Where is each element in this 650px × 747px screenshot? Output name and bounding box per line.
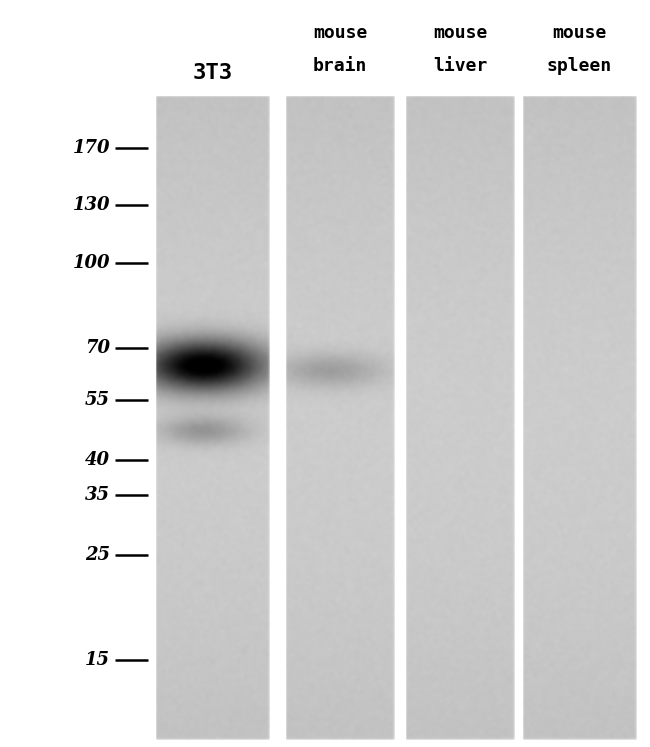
Text: 35: 35 (85, 486, 110, 504)
Text: 130: 130 (73, 196, 110, 214)
Text: liver: liver (433, 57, 488, 75)
Text: mouse: mouse (433, 24, 488, 42)
Text: spleen: spleen (547, 57, 612, 75)
Text: 40: 40 (85, 451, 110, 469)
Text: 25: 25 (85, 546, 110, 564)
Text: 170: 170 (73, 139, 110, 157)
Text: 15: 15 (85, 651, 110, 669)
Text: brain: brain (313, 57, 367, 75)
Text: 100: 100 (73, 254, 110, 272)
Text: 3T3: 3T3 (192, 63, 233, 83)
Text: mouse: mouse (552, 24, 606, 42)
Text: 55: 55 (85, 391, 110, 409)
Text: mouse: mouse (313, 24, 367, 42)
Text: 70: 70 (85, 339, 110, 357)
